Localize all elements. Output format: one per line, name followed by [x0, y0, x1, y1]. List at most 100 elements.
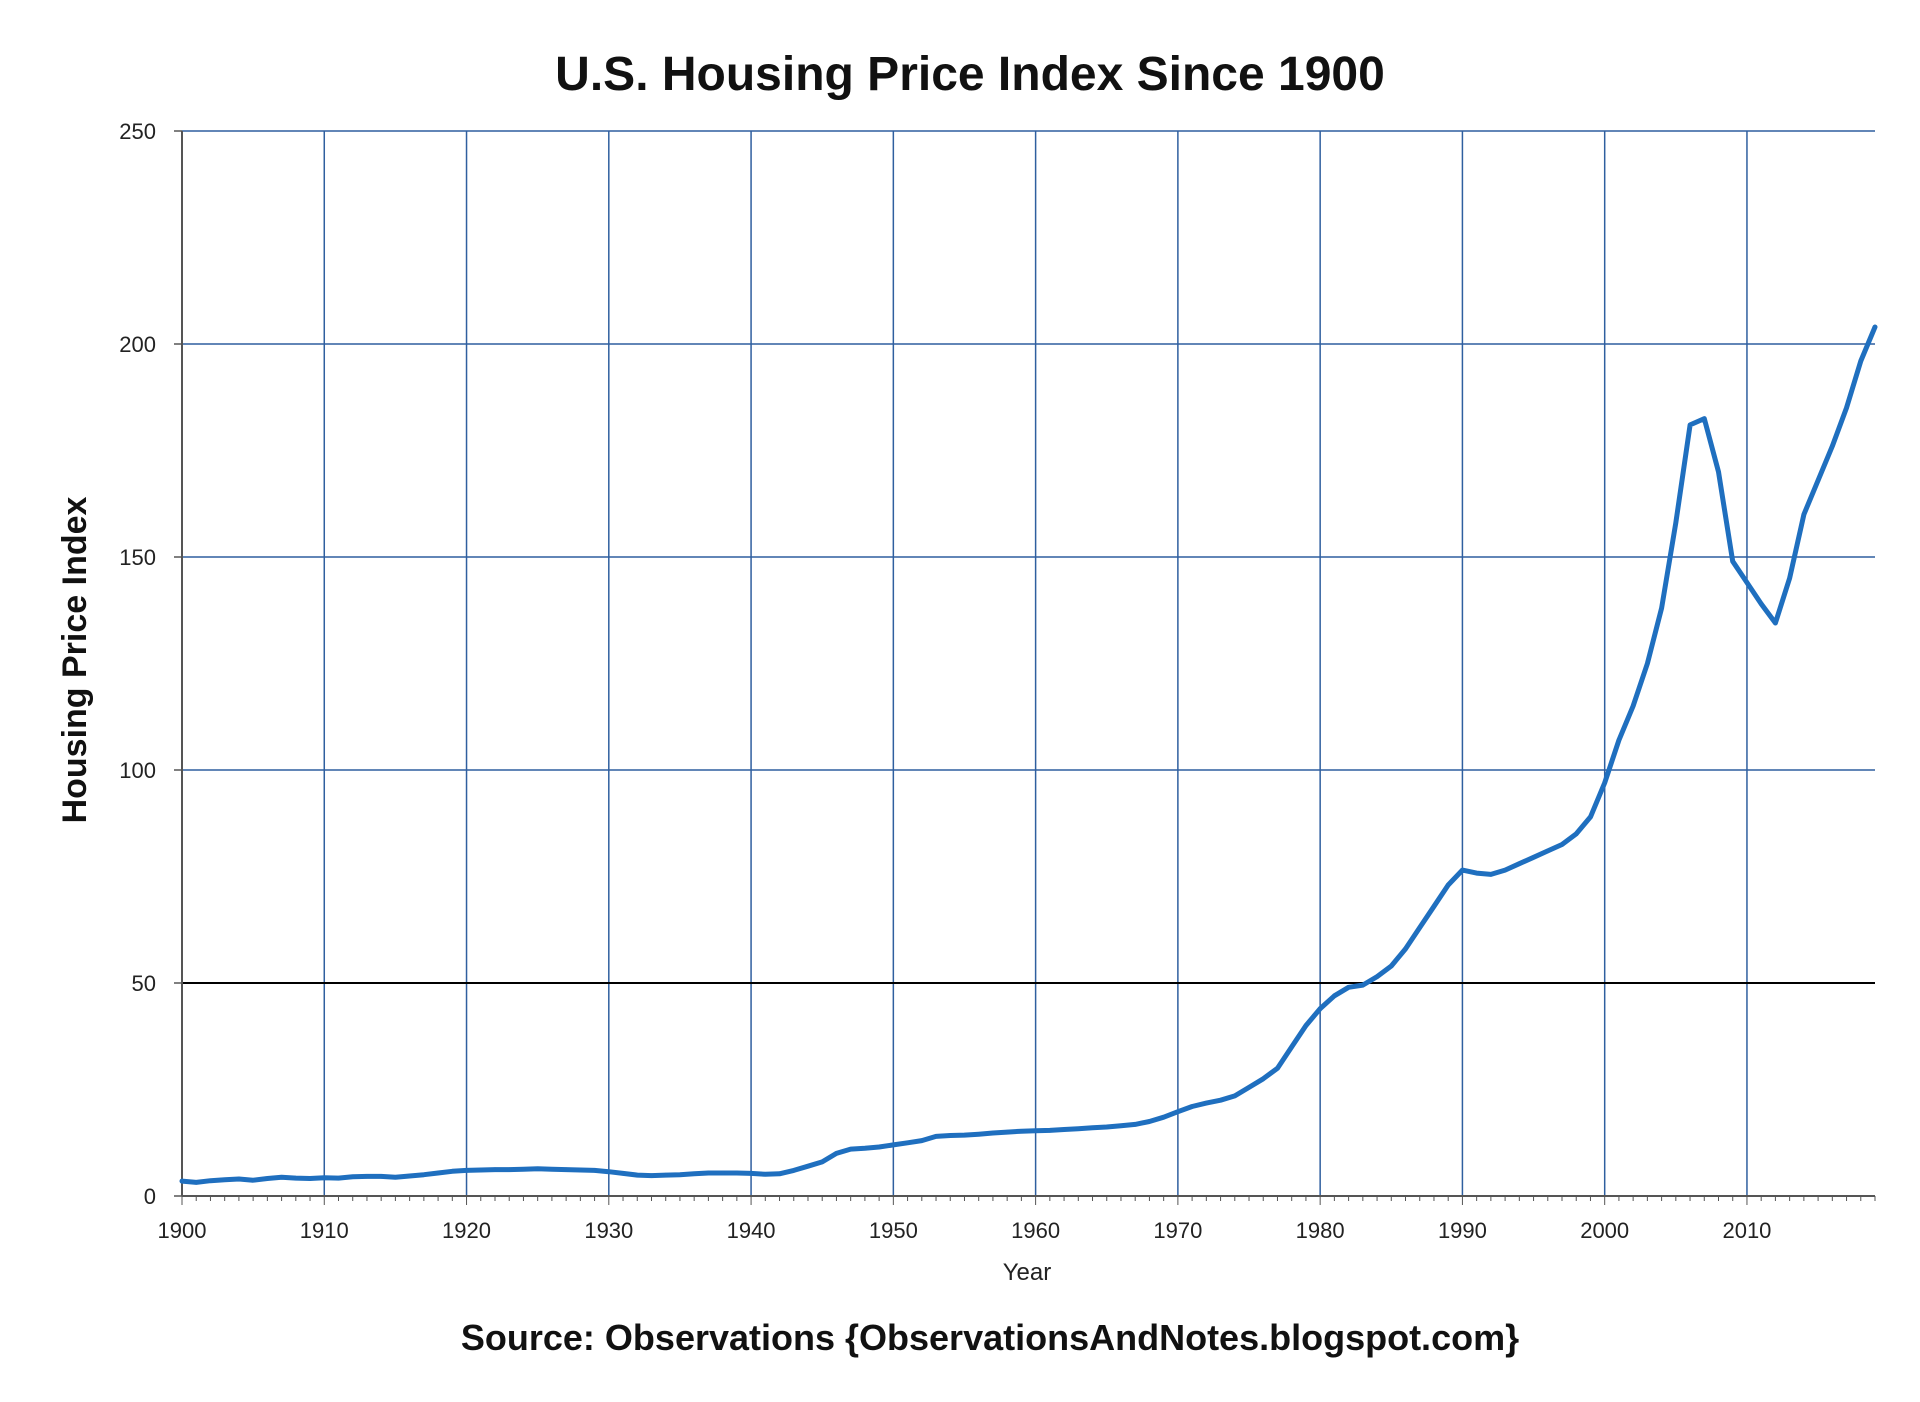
- data-point-1993: [1502, 867, 1508, 873]
- data-point-1937: [706, 1170, 711, 1176]
- data-point-2010: [1744, 580, 1750, 585]
- data-point-1958: [1004, 1129, 1010, 1135]
- data-point-1974: [1232, 1093, 1237, 1099]
- data-point-1961: [1047, 1128, 1053, 1133]
- data-point-1931: [620, 1171, 626, 1176]
- data-point-2001: [1616, 737, 1622, 743]
- data-point-2000: [1602, 780, 1607, 785]
- data-point-2002: [1630, 703, 1636, 709]
- data-point-1920: [464, 1168, 469, 1173]
- data-point-2012: [1773, 620, 1778, 626]
- data-point-1947: [848, 1146, 853, 1152]
- data-point-2005: [1673, 520, 1679, 526]
- data-point-1935: [677, 1172, 683, 1177]
- data-point-1957: [990, 1130, 996, 1136]
- y-tick-label-150: 150: [119, 545, 156, 570]
- series-layer: [179, 324, 1878, 1185]
- data-point-1985: [1389, 963, 1394, 969]
- series-line-0: [179, 324, 1878, 1185]
- x-tick-label-2000: 2000: [1580, 1218, 1629, 1243]
- x-axis-label: Year: [1003, 1259, 1052, 1286]
- data-point-1950: [891, 1142, 896, 1148]
- data-point-1976: [1261, 1076, 1266, 1082]
- y-tick-label-0: 0: [144, 1184, 156, 1209]
- data-point-1981: [1332, 993, 1337, 998]
- data-point-1900: [179, 1178, 185, 1184]
- data-point-1918: [435, 1170, 441, 1176]
- data-point-1938: [720, 1170, 725, 1176]
- data-point-1963: [1076, 1126, 1081, 1131]
- data-point-1959: [1019, 1129, 1024, 1134]
- data-point-1943: [791, 1168, 796, 1173]
- data-point-1989: [1445, 882, 1451, 888]
- data-point-1909: [307, 1176, 313, 1181]
- grid-lines: [182, 130, 1875, 1196]
- data-point-1906: [265, 1176, 270, 1181]
- x-tick-label-1990: 1990: [1438, 1218, 1487, 1243]
- data-point-1914: [378, 1174, 384, 1179]
- data-point-2013: [1787, 576, 1792, 581]
- data-point-1926: [549, 1166, 555, 1172]
- data-point-1910: [322, 1175, 327, 1180]
- data-point-1922: [492, 1167, 498, 1172]
- data-point-1915: [393, 1175, 398, 1180]
- data-point-1980: [1317, 1006, 1323, 1011]
- data-point-2003: [1645, 661, 1650, 666]
- data-point-1936: [691, 1171, 697, 1177]
- data-point-1965: [1104, 1124, 1109, 1130]
- data-point-1997: [1559, 842, 1565, 847]
- data-point-1908: [293, 1175, 299, 1181]
- data-point-1939: [734, 1170, 740, 1176]
- data-point-1964: [1090, 1125, 1095, 1131]
- data-point-1996: [1545, 848, 1550, 854]
- data-point-1923: [507, 1167, 512, 1172]
- data-point-1902: [208, 1178, 213, 1183]
- data-point-1940: [748, 1171, 754, 1176]
- data-point-2007: [1702, 416, 1707, 421]
- data-point-1975: [1246, 1085, 1252, 1090]
- x-tick-label-1910: 1910: [300, 1218, 349, 1243]
- x-tick-label-1970: 1970: [1153, 1218, 1202, 1243]
- data-point-1990: [1460, 867, 1465, 873]
- x-tick-label-1900: 1900: [158, 1218, 207, 1243]
- data-point-1924: [521, 1166, 526, 1172]
- x-tick-label-1960: 1960: [1011, 1218, 1060, 1243]
- y-tick-label-200: 200: [119, 332, 156, 357]
- data-point-1928: [578, 1167, 583, 1173]
- data-point-1987: [1417, 925, 1422, 930]
- data-point-1960: [1033, 1128, 1038, 1134]
- data-point-1979: [1303, 1023, 1309, 1028]
- tick-labels: 1900 1910 1920 1930 1940 1950 1960 1970 1980 1990…: [119, 119, 1771, 1243]
- data-point-2009: [1730, 559, 1735, 564]
- data-point-1925: [535, 1166, 540, 1171]
- data-point-1999: [1588, 814, 1593, 820]
- x-tick-label-1950: 1950: [869, 1218, 918, 1243]
- data-point-2018: [1858, 358, 1863, 364]
- data-point-1953: [933, 1134, 939, 1139]
- data-point-1901: [194, 1180, 199, 1185]
- data-point-1967: [1133, 1122, 1138, 1127]
- x-tick-label-1920: 1920: [442, 1218, 491, 1243]
- data-point-1951: [905, 1140, 910, 1145]
- axes: [174, 130, 1876, 1205]
- data-point-1934: [663, 1172, 668, 1178]
- data-point-1949: [876, 1144, 882, 1150]
- data-point-1948: [862, 1146, 868, 1151]
- data-point-2006: [1687, 422, 1693, 428]
- data-point-1952: [919, 1138, 924, 1143]
- data-point-1903: [222, 1177, 227, 1183]
- data-point-1992: [1488, 872, 1494, 877]
- data-point-1916: [407, 1173, 412, 1179]
- data-point-1991: [1474, 870, 1479, 876]
- data-point-1912: [350, 1174, 355, 1180]
- data-point-1917: [421, 1172, 427, 1177]
- data-point-1994: [1517, 861, 1522, 866]
- data-point-1970: [1175, 1109, 1181, 1114]
- data-point-1930: [606, 1169, 612, 1174]
- data-point-1966: [1118, 1123, 1124, 1128]
- y-tick-label-250: 250: [119, 119, 156, 144]
- data-point-1986: [1403, 946, 1408, 952]
- x-tick-label-1930: 1930: [584, 1218, 633, 1243]
- data-point-1907: [279, 1175, 284, 1180]
